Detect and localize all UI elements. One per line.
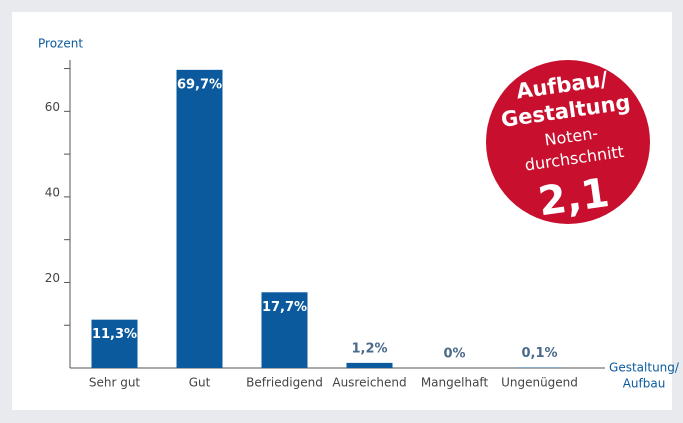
badge (486, 60, 650, 224)
x-tick-label: Befriedigend (246, 376, 323, 390)
y-tick-label: 40 (45, 185, 60, 199)
badge-grade: 2,1 (536, 170, 613, 225)
x-axis-label: Aufbau (623, 377, 666, 391)
value-label: 11,3% (92, 327, 137, 342)
value-label: 0,1% (521, 346, 557, 361)
bar (261, 292, 308, 368)
value-label: 0% (443, 347, 465, 362)
x-tick-label: Sehr gut (89, 376, 141, 390)
bar (176, 69, 223, 368)
x-axis-label: Gestaltung/ (609, 361, 680, 375)
value-label: 1,2% (351, 341, 387, 356)
x-tick-label: Mangelhaft (421, 376, 489, 390)
bar (91, 319, 138, 368)
y-tick-label: 60 (45, 100, 60, 114)
x-tick-label: Gut (189, 376, 211, 390)
value-label: 69,7% (177, 77, 222, 92)
x-tick-label: Ausreichend (332, 376, 406, 390)
x-tick-label: Ungenügend (501, 376, 578, 390)
value-label: 17,7% (262, 300, 307, 315)
y-tick-label: 20 (45, 271, 60, 285)
y-axis-label: Prozent (38, 37, 83, 51)
bar (346, 362, 393, 368)
